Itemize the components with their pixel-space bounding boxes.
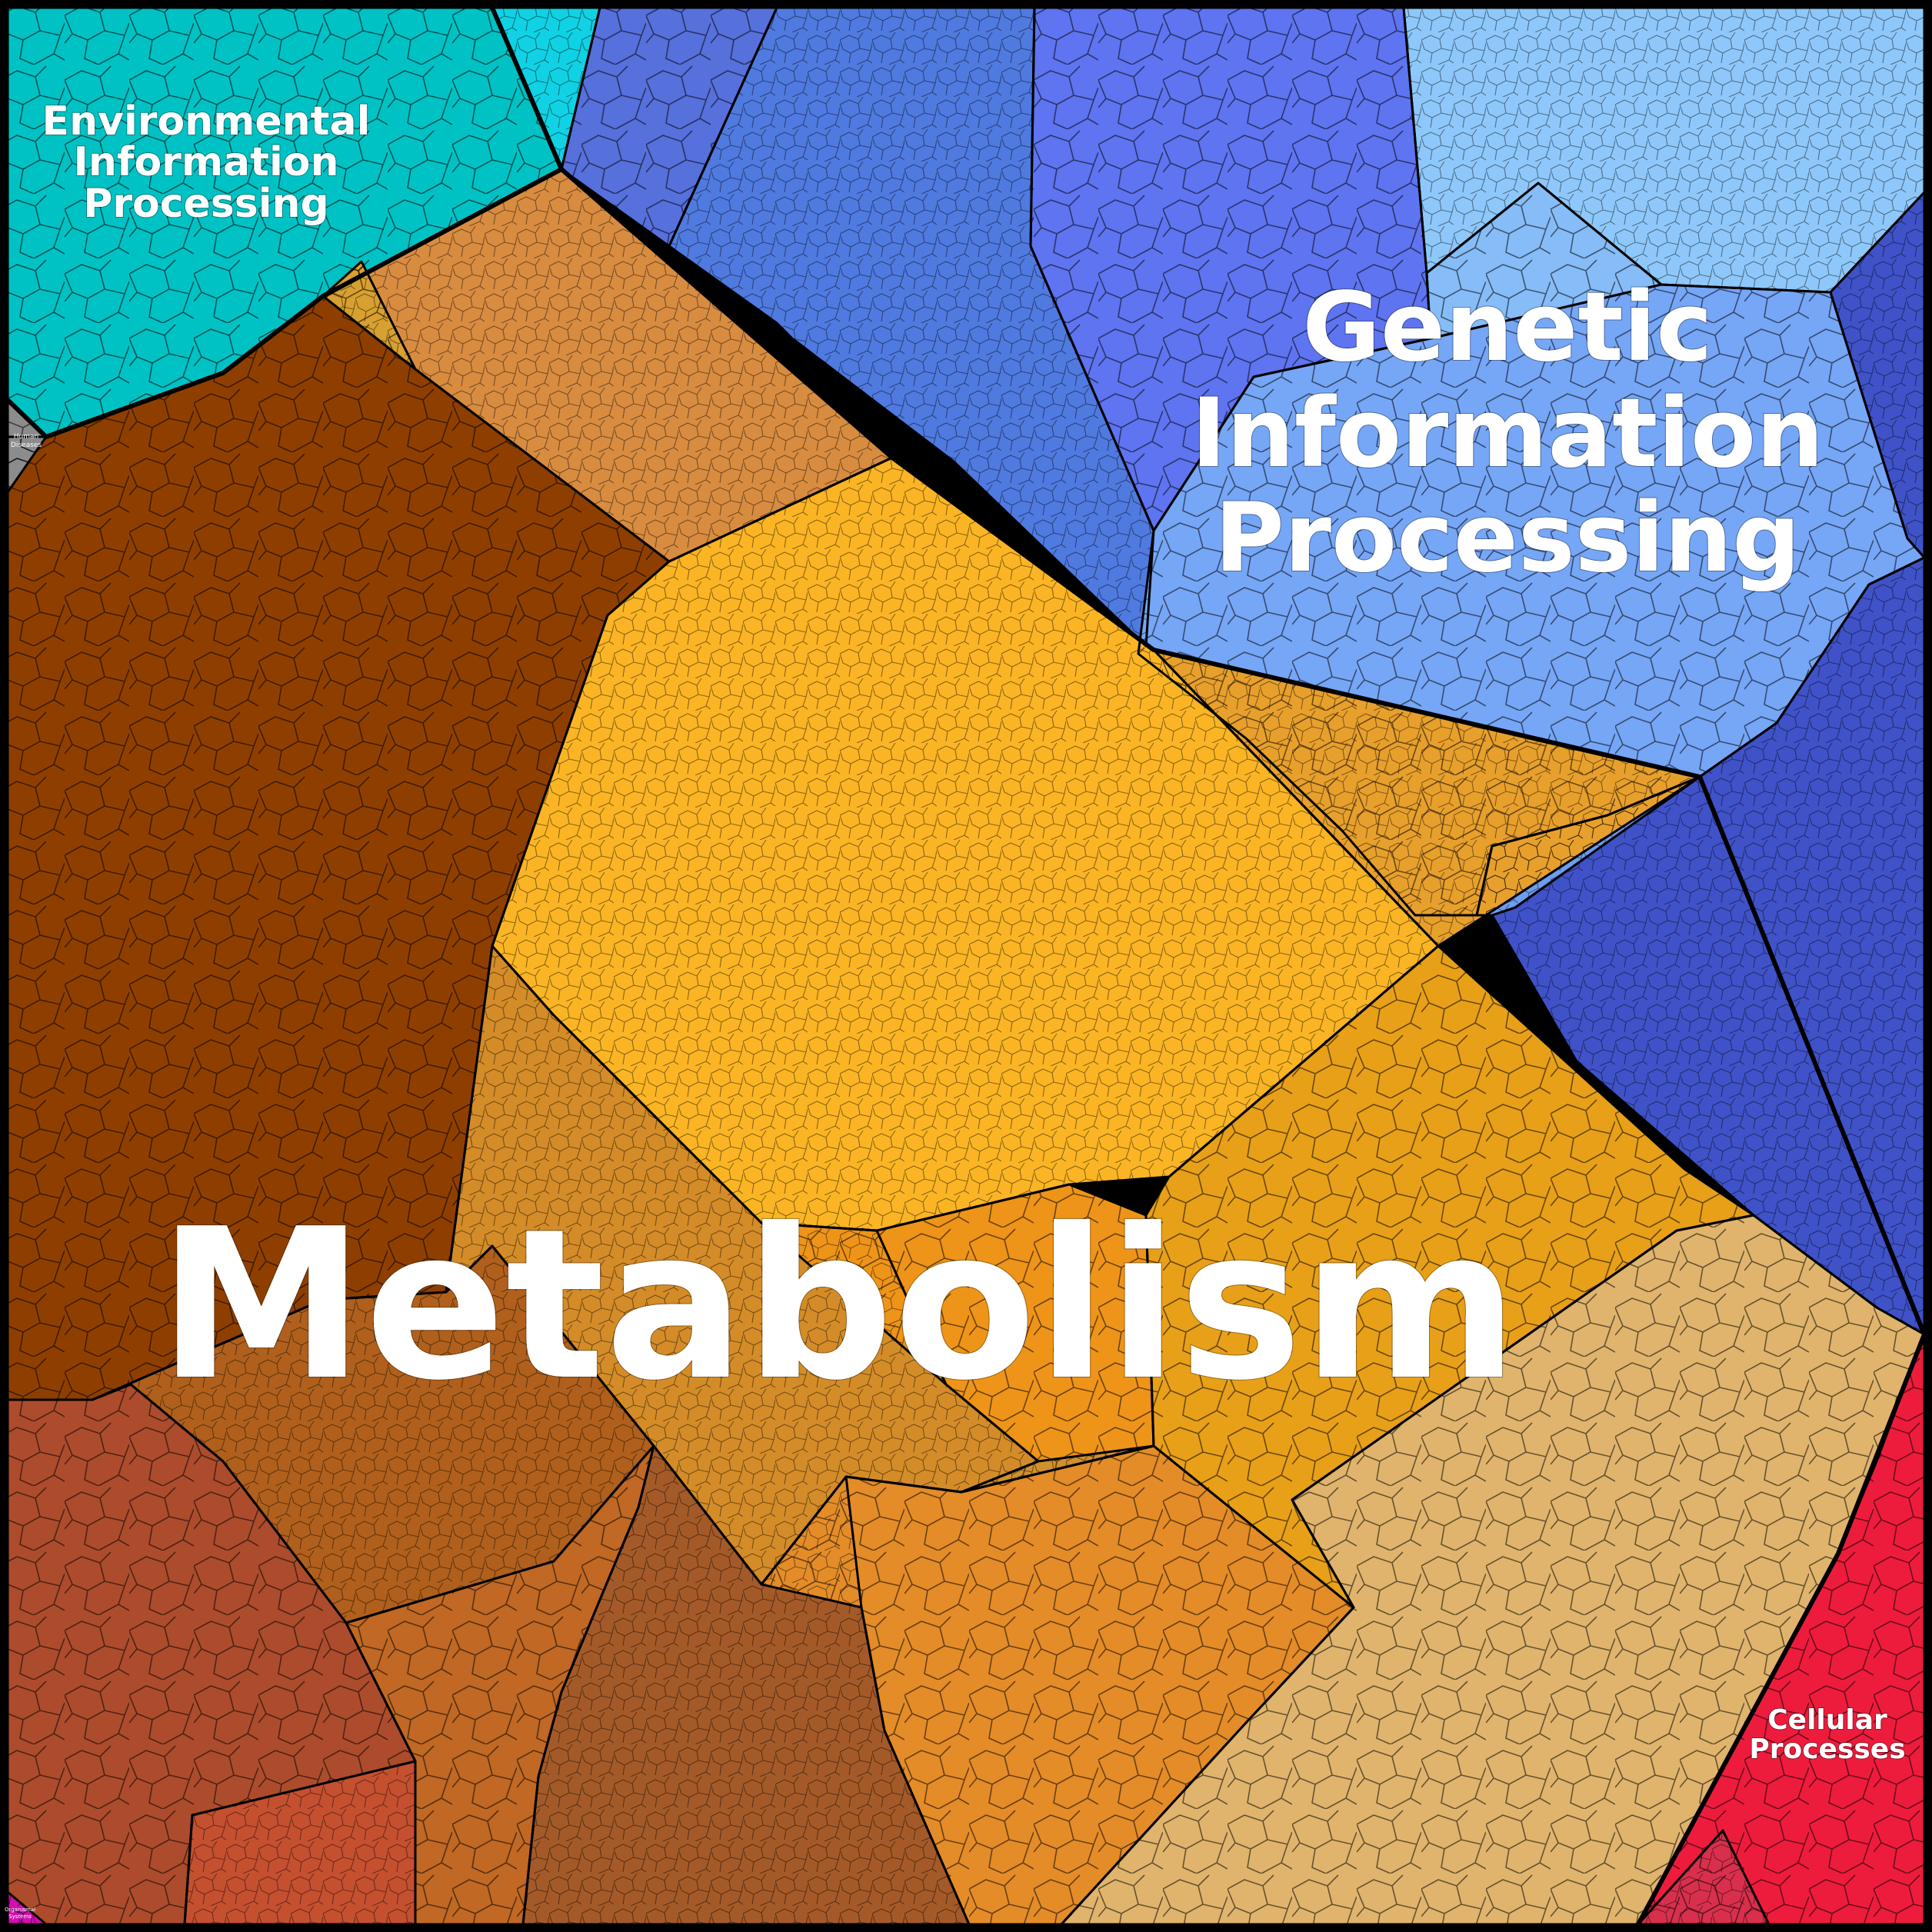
region-cells-metabolism-12 xyxy=(323,261,415,369)
region-cells-cellular-26 xyxy=(1638,1334,1924,1924)
label-human-diseases-line-1: Human xyxy=(14,433,38,441)
label-genetic-line-3: Processing xyxy=(1214,483,1800,594)
region-cells-metabolism-18 xyxy=(346,1446,654,1924)
region-cells-genetic-3 xyxy=(669,8,1154,646)
region-cells-genetic-2 xyxy=(561,8,777,246)
label-cellular-line-1: Cellular xyxy=(1767,1704,1887,1736)
region-border-8 xyxy=(1425,182,1663,340)
label-human-diseases-line-2: Diseases xyxy=(11,441,42,449)
cell-texture-layer xyxy=(8,8,1924,1924)
region-cells-environmental-1 xyxy=(492,8,600,169)
region-cells-metabolism-11 xyxy=(323,169,892,561)
label-metabolism: Metabolism xyxy=(158,1184,1519,1426)
category-boundary-2 xyxy=(5,167,563,439)
region-cells-metabolism-23 xyxy=(185,1761,415,1924)
region-cells-metabolism-21 xyxy=(846,1446,1154,1492)
region-cells-genetic-4 xyxy=(1031,8,1431,531)
category-boundary-0 xyxy=(560,167,1927,1336)
region-cells-metabolism-19 xyxy=(523,1446,969,1924)
label-genetic-line-1: Genetic xyxy=(1302,272,1713,383)
region-cells-metabolism-20 xyxy=(761,1446,1354,1924)
region-cells-human_diseases-28 xyxy=(8,400,46,492)
label-cellular-line-2: Processes xyxy=(1749,1734,1905,1765)
region-cells-metabolism-22 xyxy=(1061,1215,1924,1924)
category-boundary-1 xyxy=(490,6,564,171)
region-cells-metabolism-25 xyxy=(1154,650,1700,946)
label-environmental-line-2: Information xyxy=(73,139,338,185)
region-cells-metabolism-13 xyxy=(492,458,1438,1231)
region-cells-metabolism-10 xyxy=(8,296,669,1400)
region-cells-genetic-9 xyxy=(1492,192,1924,1334)
region-cells-genetic-8 xyxy=(1427,183,1661,338)
region-cells-metabolism-24 xyxy=(8,1384,415,1924)
label-organismal-line-1: Organismal xyxy=(5,1907,35,1913)
region-cells-metabolism-15 xyxy=(446,946,1038,1584)
category-boundary-3 xyxy=(1636,1333,1927,1926)
region-cells-metabolism-14 xyxy=(1146,946,1754,1607)
label-genetic-line-2: Information xyxy=(1191,378,1824,489)
label-environmental-line-3: Processing xyxy=(83,181,329,227)
region-cells-metabolism-16 xyxy=(761,1184,1154,1492)
region-cells-cellular-27 xyxy=(1638,1830,1769,1924)
label-environmental-line-1: Environmental xyxy=(42,98,371,145)
region-cells-environmental-0 xyxy=(8,8,561,437)
region-border-12 xyxy=(321,260,417,371)
region-cells-genetic-5 xyxy=(1404,8,1924,292)
label-organismal-line-2: Systems xyxy=(8,1914,32,1920)
region-border-21 xyxy=(844,1444,1155,1494)
